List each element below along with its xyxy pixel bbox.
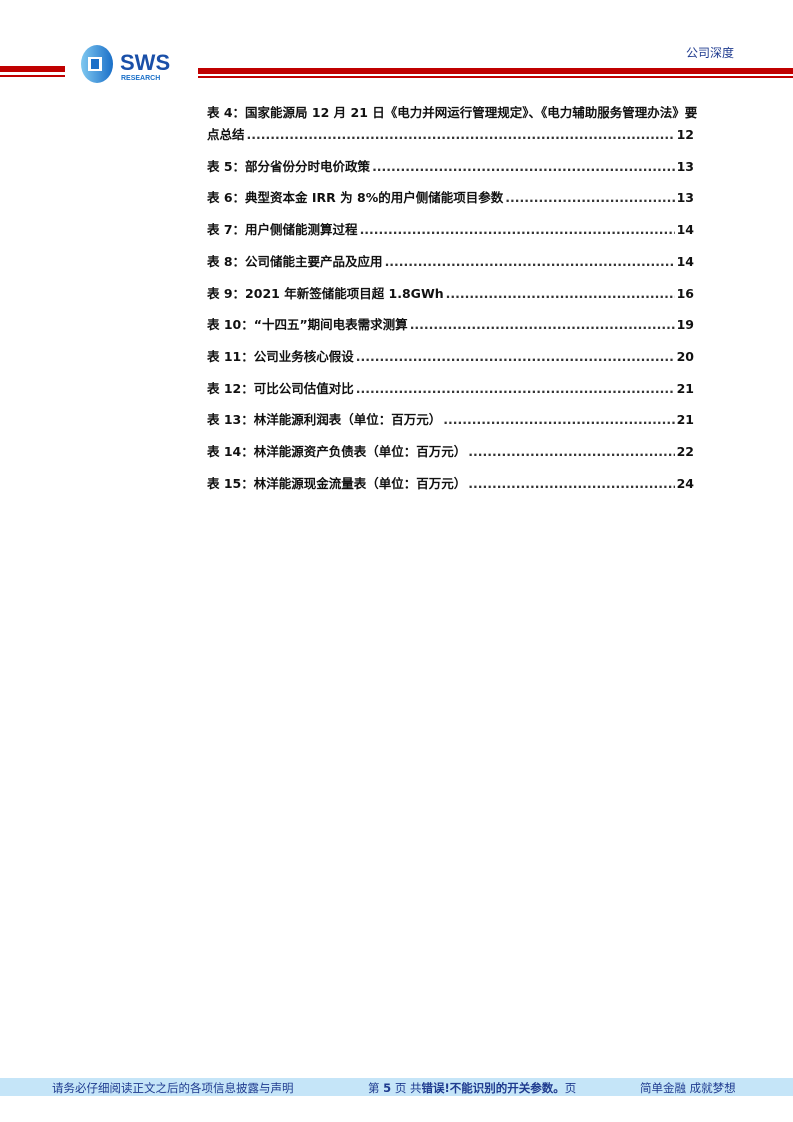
toc-page: 19 bbox=[676, 317, 694, 332]
svg-text:SWS: SWS bbox=[120, 50, 170, 75]
toc-entry[interactable]: 表 13：林洋能源利润表（单位：百万元） 21 bbox=[207, 409, 694, 428]
toc-page: 21 bbox=[676, 381, 694, 396]
toc-label: 表 8：公司储能主要产品及应用 bbox=[207, 254, 383, 269]
toc-entry[interactable]: 表 14：林洋能源资产负债表（单位：百万元） 22 bbox=[207, 441, 694, 460]
toc-entry[interactable]: 表 5：部分省份分时电价政策 13 bbox=[207, 156, 694, 175]
leader-dots bbox=[356, 381, 675, 396]
toc-entry[interactable]: 点总结 12 bbox=[207, 124, 694, 143]
slogan: 简单金融 成就梦想 bbox=[640, 1081, 736, 1095]
page-number: 5 bbox=[383, 1081, 392, 1095]
leader-dots bbox=[372, 159, 675, 174]
toc-page: 12 bbox=[676, 127, 694, 142]
header-rule bbox=[198, 68, 793, 74]
toc-label: 表 10：“十四五”期间电表需求测算 bbox=[207, 317, 408, 332]
toc-entry[interactable]: 表 15：林洋能源现金流量表（单位：百万元） 24 bbox=[207, 473, 694, 492]
header-rule bbox=[0, 75, 65, 77]
sws-logo: SWS RESEARCH bbox=[80, 44, 190, 84]
header-rule bbox=[198, 76, 793, 78]
page-mid: 页 共 bbox=[391, 1081, 422, 1095]
page-suffix: 页 bbox=[564, 1081, 577, 1095]
toc-page: 13 bbox=[676, 159, 694, 174]
toc-label: 表 7：用户侧储能测算过程 bbox=[207, 222, 358, 237]
toc-page: 13 bbox=[676, 190, 694, 205]
header-rule bbox=[0, 66, 65, 72]
leader-dots bbox=[410, 317, 675, 332]
page-counter: 第 5 页 共错误!不能识别的开关参数。页 bbox=[368, 1080, 576, 1096]
toc-entry[interactable]: 表 12：可比公司估值对比 21 bbox=[207, 378, 694, 397]
toc-entry[interactable]: 表 11：公司业务核心假设 20 bbox=[207, 346, 694, 365]
toc-page: 14 bbox=[676, 254, 694, 269]
toc-entry[interactable]: 表 6：典型资本金 IRR 为 8%的用户侧储能项目参数 13 bbox=[207, 187, 694, 206]
leader-dots bbox=[385, 254, 675, 269]
toc-page: 21 bbox=[676, 412, 694, 427]
leader-dots bbox=[446, 286, 675, 301]
toc-page: 16 bbox=[676, 286, 694, 301]
leader-dots bbox=[356, 349, 675, 364]
leader-dots bbox=[443, 412, 674, 427]
toc-entry-line: 表 4：国家能源局 12 月 21 日《电力并网运行管理规定》、《电力辅助服务管… bbox=[207, 105, 698, 120]
toc-label: 表 13：林洋能源利润表（单位：百万元） bbox=[207, 412, 442, 427]
toc-label: 表 9：2021 年新签储能项目超 1.8GWh bbox=[207, 286, 444, 301]
toc-label: 表 11：公司业务核心假设 bbox=[207, 349, 354, 364]
page-prefix: 第 bbox=[368, 1081, 384, 1095]
disclaimer-notice: 请务必仔细阅读正文之后的各项信息披露与声明 bbox=[52, 1081, 294, 1095]
svg-text:RESEARCH: RESEARCH bbox=[121, 75, 160, 82]
toc-label: 表 15：林洋能源现金流量表（单位：百万元） bbox=[207, 476, 467, 491]
leader-dots bbox=[468, 444, 674, 459]
toc-page: 14 bbox=[676, 222, 694, 237]
toc-label: 表 5：部分省份分时电价政策 bbox=[207, 159, 371, 174]
section-label: 公司深度 bbox=[686, 46, 735, 60]
toc-label: 表 6：典型资本金 IRR 为 8%的用户侧储能项目参数 bbox=[207, 190, 504, 205]
leader-dots bbox=[505, 190, 674, 205]
toc-entry[interactable]: 表 8：公司储能主要产品及应用 14 bbox=[207, 251, 694, 270]
field-error: 错误!不能识别的开关参数。 bbox=[421, 1081, 565, 1095]
leader-dots bbox=[360, 222, 675, 237]
leader-dots bbox=[247, 127, 675, 142]
toc-entry[interactable]: 表 7：用户侧储能测算过程 14 bbox=[207, 219, 694, 238]
toc-page: 22 bbox=[676, 444, 694, 459]
toc-page: 24 bbox=[676, 476, 694, 491]
toc-label: 表 14：林洋能源资产负债表（单位：百万元） bbox=[207, 444, 467, 459]
toc-entry[interactable]: 表 9：2021 年新签储能项目超 1.8GWh 16 bbox=[207, 283, 694, 302]
leader-dots bbox=[468, 476, 674, 491]
toc-label: 点总结 bbox=[207, 127, 245, 142]
toc-entry[interactable]: 表 10：“十四五”期间电表需求测算 19 bbox=[207, 314, 694, 333]
page-footer: 请务必仔细阅读正文之后的各项信息披露与声明 第 5 页 共错误!不能识别的开关参… bbox=[0, 1078, 793, 1096]
toc-label: 表 12：可比公司估值对比 bbox=[207, 381, 354, 396]
toc-page: 20 bbox=[676, 349, 694, 364]
